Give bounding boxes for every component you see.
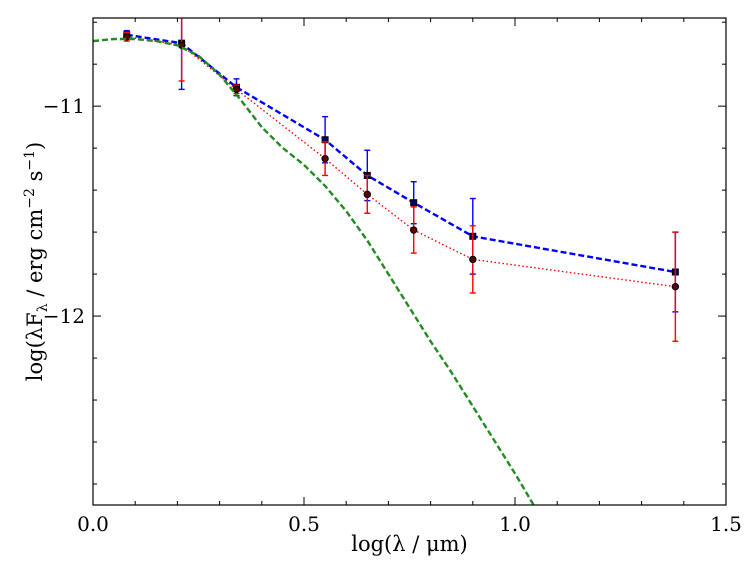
tick-marks <box>92 18 727 505</box>
x-tick-label-1: 0.5 <box>288 512 320 536</box>
series-1-point-6 <box>469 255 477 264</box>
series-1-point-4 <box>363 190 371 199</box>
y-label-sup1: −2 <box>22 188 38 209</box>
plot-marks <box>93 18 680 505</box>
series-2-line <box>93 37 536 505</box>
x-tick-label-2: 1.0 <box>499 512 531 536</box>
series-1-point-3 <box>321 154 329 163</box>
x-tick-label-0: 0.0 <box>77 512 109 536</box>
series-0-line <box>126 33 676 274</box>
plot-frame <box>92 17 727 506</box>
y-label-sup2: −1 <box>22 150 38 171</box>
series-1-point-2 <box>232 85 241 94</box>
y-label-sub: λ <box>35 303 51 312</box>
x-axis-label: log(λ / μm) <box>351 532 467 556</box>
y-label-pre: log(λF <box>23 312 47 381</box>
y-tick-label-0: −11 <box>43 94 85 118</box>
x-tick-label-3: 1.5 <box>710 512 742 536</box>
y-axis-label: log(λFλ / erg cm−2 s−1) <box>22 142 51 381</box>
y-label-mid2: s <box>23 171 47 188</box>
y-label-mid1: / erg cm <box>23 209 47 304</box>
y-tick-label-1: −12 <box>43 304 85 328</box>
series-0-point-5 <box>410 199 418 207</box>
y-label-post: ) <box>23 142 47 150</box>
series-1-point-5 <box>410 226 418 234</box>
series-1-line <box>126 36 676 288</box>
series-1-point-7 <box>671 282 680 291</box>
tick-labels: 0.0 0.5 1.0 1.5 −11 −12 <box>43 94 742 536</box>
